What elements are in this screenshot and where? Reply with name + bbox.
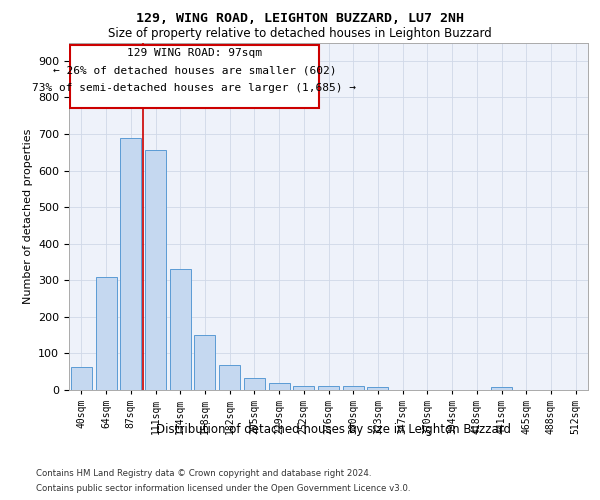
Bar	[343, 386, 364, 390]
Bar	[491, 387, 512, 390]
Text: Distribution of detached houses by size in Leighton Buzzard: Distribution of detached houses by size …	[155, 422, 511, 436]
Text: 73% of semi-detached houses are larger (1,685) →: 73% of semi-detached houses are larger (…	[32, 83, 356, 93]
Text: Size of property relative to detached houses in Leighton Buzzard: Size of property relative to detached ho…	[108, 28, 492, 40]
Text: Contains HM Land Registry data © Crown copyright and database right 2024.: Contains HM Land Registry data © Crown c…	[36, 469, 371, 478]
Bar	[269, 382, 290, 390]
Bar	[244, 378, 265, 390]
Text: 129, WING ROAD, LEIGHTON BUZZARD, LU7 2NH: 129, WING ROAD, LEIGHTON BUZZARD, LU7 2N…	[136, 12, 464, 26]
Bar	[70, 46, 319, 108]
Bar	[293, 386, 314, 390]
Text: 129 WING ROAD: 97sqm: 129 WING ROAD: 97sqm	[127, 48, 262, 58]
Bar	[120, 138, 141, 390]
Bar	[95, 276, 116, 390]
Bar	[170, 270, 191, 390]
Text: Contains public sector information licensed under the Open Government Licence v3: Contains public sector information licen…	[36, 484, 410, 493]
Bar	[194, 335, 215, 390]
Bar	[318, 386, 339, 390]
Bar	[145, 150, 166, 390]
Bar	[219, 365, 240, 390]
Bar	[71, 368, 92, 390]
Text: ← 26% of detached houses are smaller (602): ← 26% of detached houses are smaller (60…	[53, 66, 336, 76]
Bar	[367, 387, 388, 390]
Y-axis label: Number of detached properties: Number of detached properties	[23, 128, 32, 304]
